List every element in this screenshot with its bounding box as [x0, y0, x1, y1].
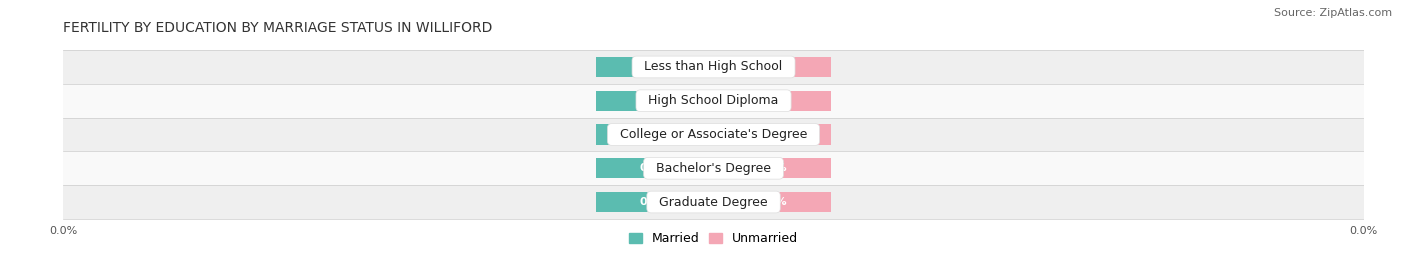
- Bar: [596, 158, 713, 178]
- Text: Bachelor's Degree: Bachelor's Degree: [648, 162, 779, 175]
- Text: Graduate Degree: Graduate Degree: [651, 196, 776, 208]
- Bar: [596, 192, 713, 212]
- Bar: [63, 50, 1364, 84]
- Bar: [713, 124, 831, 145]
- Text: 0.0%: 0.0%: [640, 129, 671, 140]
- Bar: [713, 158, 831, 178]
- Text: 0.0%: 0.0%: [640, 96, 671, 106]
- Text: College or Associate's Degree: College or Associate's Degree: [612, 128, 815, 141]
- Bar: [63, 84, 1364, 118]
- Text: 0.0%: 0.0%: [756, 163, 787, 173]
- Text: 0.0%: 0.0%: [756, 129, 787, 140]
- Text: 0.0%: 0.0%: [640, 197, 671, 207]
- Text: FERTILITY BY EDUCATION BY MARRIAGE STATUS IN WILLIFORD: FERTILITY BY EDUCATION BY MARRIAGE STATU…: [63, 21, 492, 35]
- Text: 0.0%: 0.0%: [640, 62, 671, 72]
- Bar: [596, 91, 713, 111]
- Bar: [713, 192, 831, 212]
- Bar: [713, 91, 831, 111]
- Bar: [596, 57, 713, 77]
- Legend: Married, Unmarried: Married, Unmarried: [628, 232, 799, 245]
- Bar: [63, 151, 1364, 185]
- Text: 0.0%: 0.0%: [756, 197, 787, 207]
- Text: Less than High School: Less than High School: [637, 61, 790, 73]
- Text: 0.0%: 0.0%: [756, 96, 787, 106]
- Text: Source: ZipAtlas.com: Source: ZipAtlas.com: [1274, 8, 1392, 18]
- Bar: [63, 118, 1364, 151]
- Text: 0.0%: 0.0%: [640, 163, 671, 173]
- Bar: [596, 124, 713, 145]
- Bar: [713, 57, 831, 77]
- Text: 0.0%: 0.0%: [756, 62, 787, 72]
- Text: High School Diploma: High School Diploma: [640, 94, 787, 107]
- Bar: [63, 185, 1364, 219]
